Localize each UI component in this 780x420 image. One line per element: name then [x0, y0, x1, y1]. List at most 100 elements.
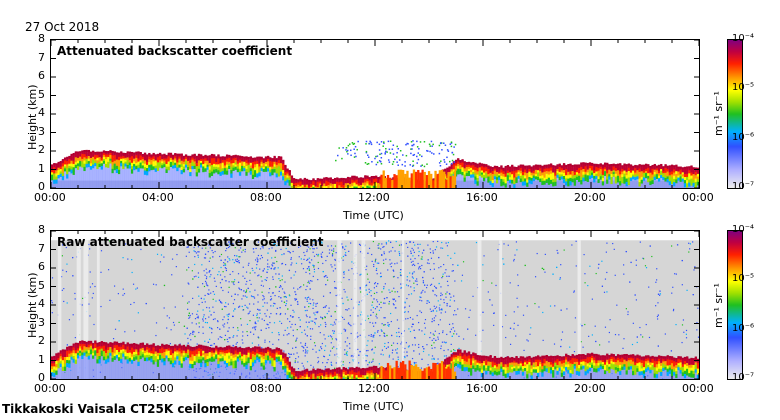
noise-point — [493, 312, 495, 314]
layer-band — [159, 155, 162, 160]
layer-band — [323, 183, 326, 188]
noise-point — [443, 355, 446, 357]
layer-band — [478, 163, 481, 167]
layer-band — [89, 166, 93, 170]
surface-signal — [443, 171, 446, 188]
layer-band — [632, 172, 635, 176]
noise-point — [252, 314, 255, 316]
layer-band — [297, 180, 300, 184]
layer-band — [139, 152, 142, 157]
noise-point — [213, 277, 215, 279]
layer-band — [117, 160, 121, 165]
surface-signal — [384, 177, 388, 188]
noise-point — [513, 328, 515, 330]
layer-band — [161, 165, 164, 169]
layer-band — [68, 163, 71, 168]
noise-point — [257, 294, 259, 296]
layer-band — [232, 160, 235, 165]
layer-band — [301, 182, 304, 186]
noise-point — [453, 146, 455, 148]
layer-band — [459, 167, 462, 171]
noise-point — [225, 306, 227, 308]
layer-band — [614, 165, 618, 169]
layer-band — [692, 174, 695, 178]
layer-band — [51, 176, 54, 181]
noise-point — [279, 320, 281, 322]
noise-point — [310, 338, 312, 340]
noise-point — [60, 276, 63, 278]
layer-band — [85, 150, 88, 155]
layer-band — [552, 172, 555, 177]
noise-point — [302, 365, 304, 367]
layer-band — [299, 186, 302, 188]
layer-band — [333, 186, 337, 188]
noise-point — [342, 255, 345, 258]
noise-point — [205, 247, 207, 249]
noise-point — [155, 334, 157, 337]
noise-point — [534, 276, 537, 278]
layer-band — [657, 165, 661, 170]
noise-point — [428, 262, 430, 265]
noise-point — [248, 262, 250, 264]
layer-band — [111, 158, 114, 164]
noise-point — [397, 164, 399, 166]
noise-point — [450, 296, 452, 298]
noise-point — [380, 275, 382, 278]
layer-band — [98, 157, 101, 161]
layer-band — [476, 177, 479, 183]
layer-fill — [89, 152, 93, 188]
layer-top — [286, 168, 289, 171]
noise-point — [114, 328, 117, 330]
layer-band — [176, 167, 179, 172]
layer-band — [262, 161, 265, 165]
noise-point — [328, 310, 330, 312]
noise-point — [414, 344, 416, 346]
layer-band — [105, 163, 108, 168]
layer-band — [690, 178, 693, 183]
noise-point — [383, 251, 385, 253]
noise-point — [278, 334, 280, 336]
noise-point — [122, 288, 124, 290]
noise-point — [255, 322, 257, 325]
noise-point — [274, 268, 276, 270]
layer-band — [167, 156, 170, 160]
noise-point — [350, 325, 352, 327]
layer-band — [472, 169, 475, 174]
layer-top — [200, 154, 203, 157]
noise-point — [410, 141, 413, 143]
noise-point — [193, 331, 195, 333]
noise-point — [383, 317, 385, 319]
noise-point — [396, 348, 399, 350]
layer-top — [461, 159, 464, 162]
layer-band — [562, 173, 566, 178]
noise-point — [247, 313, 249, 315]
noise-point — [349, 347, 351, 349]
layer-band — [277, 169, 281, 174]
layer-band — [323, 178, 326, 182]
noise-point — [324, 321, 326, 324]
noise-point — [294, 298, 296, 300]
noise-point — [454, 280, 456, 282]
layer-band — [66, 167, 69, 172]
noise-point — [334, 268, 336, 270]
noise-point — [148, 241, 150, 244]
layer-band — [247, 166, 250, 171]
layer-band — [584, 163, 587, 168]
layer-band — [653, 164, 656, 169]
layer-band — [346, 177, 350, 182]
noise-point — [648, 286, 650, 288]
noise-point — [388, 240, 390, 242]
layer-top — [500, 165, 503, 168]
noise-point — [204, 280, 207, 283]
layer-top — [100, 151, 103, 154]
layer-band — [109, 156, 112, 160]
layer-band — [629, 175, 633, 179]
layer-band — [558, 174, 561, 178]
layer-band — [258, 166, 261, 171]
noise-point — [382, 354, 384, 356]
noise-point — [192, 331, 194, 334]
noise-point — [345, 309, 347, 311]
noise-point — [391, 349, 394, 351]
noise-point — [281, 263, 283, 265]
noise-point — [297, 288, 299, 290]
